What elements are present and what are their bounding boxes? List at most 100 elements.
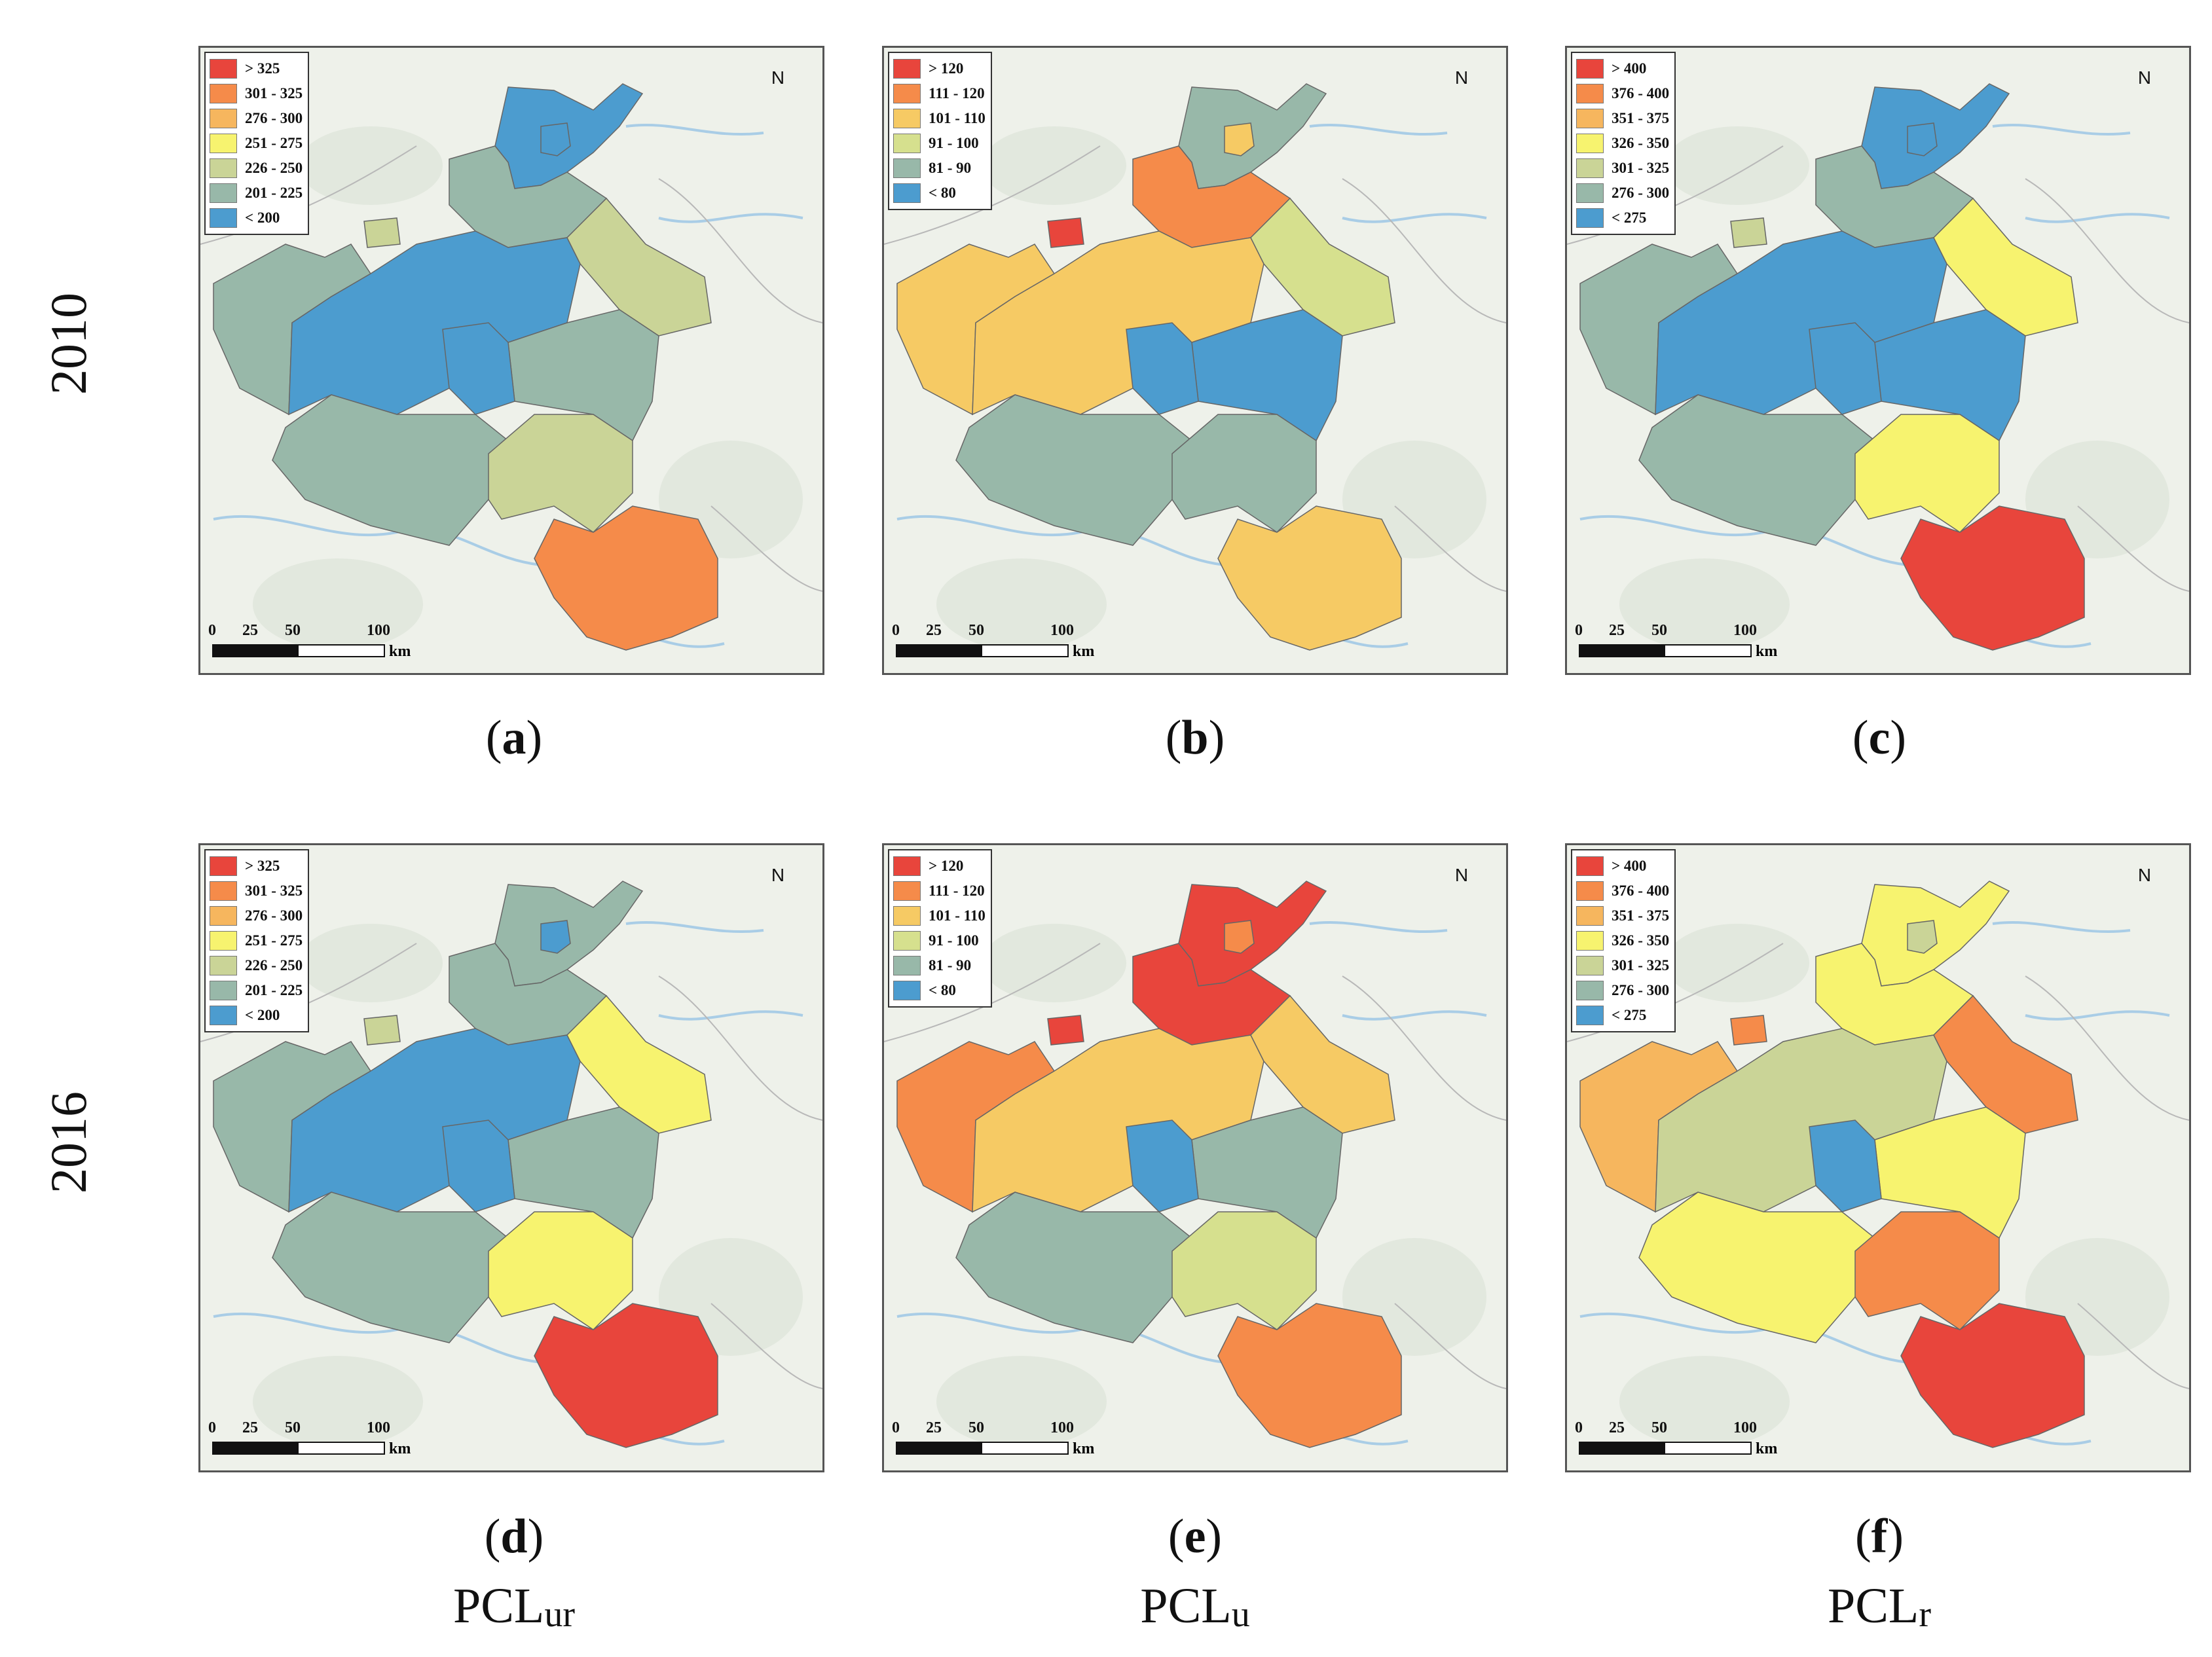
terrain-patch [253, 1356, 423, 1448]
legend-swatch [1576, 208, 1604, 228]
river [1309, 123, 1448, 136]
legend: > 120 111 - 120 101 - 110 91 - 100 81 - 90 < … [888, 52, 992, 210]
river [2025, 1010, 2170, 1021]
region-eastMid [1191, 1106, 1343, 1239]
legend-item: 251 - 275 [210, 131, 303, 156]
region-smallN [1907, 122, 1938, 156]
year-label-2016: 2016 [40, 1091, 97, 1193]
legend-label: 301 - 325 [245, 883, 303, 899]
boundary-line [2025, 178, 2189, 323]
legend-item: 376 - 400 [1576, 81, 1669, 106]
legend-swatch [893, 109, 921, 128]
legend-item: 301 - 325 [1576, 156, 1669, 181]
river [625, 123, 764, 136]
boundary-line [2025, 975, 2189, 1121]
scale-bar: 0 25 50 100 km [892, 1419, 1115, 1465]
river [1992, 920, 2131, 934]
legend-item: 301 - 325 [1576, 953, 1669, 978]
legend-item: 376 - 400 [1576, 879, 1669, 903]
region-east [1250, 994, 1395, 1134]
legend-label: > 400 [1612, 858, 1647, 874]
legend: > 120 111 - 120 101 - 110 91 - 100 81 - 90 < … [888, 849, 992, 1008]
scale-unit: km [389, 1440, 411, 1457]
legend-label: 226 - 250 [245, 957, 303, 974]
north-arrow-icon: N [2125, 865, 2164, 943]
legend-item: 226 - 250 [210, 156, 303, 181]
legend: > 325 301 - 325 276 - 300 251 - 275 226 - 25… [204, 52, 310, 235]
legend-item: 351 - 375 [1576, 903, 1669, 928]
legend-swatch [210, 956, 237, 975]
region-zhengzhou [1809, 322, 1882, 415]
legend-item: 91 - 100 [893, 928, 986, 953]
legend-swatch [1576, 134, 1604, 153]
scale-bar: 0 25 50 100 km [208, 1419, 431, 1465]
legend-item: > 120 [893, 854, 986, 879]
north-arrow-icon: N [2125, 67, 2164, 146]
legend-label: < 275 [1612, 1007, 1647, 1023]
boundary-line [658, 975, 822, 1121]
region-jiaozuo [1730, 217, 1767, 248]
legend-swatch [1576, 109, 1604, 128]
river [658, 213, 803, 223]
map-panel-d: > 325 301 - 325 276 - 300 251 - 275 226 - 25… [198, 843, 824, 1472]
region-southeast [534, 505, 718, 651]
legend-item: 301 - 325 [210, 879, 303, 903]
legend-label: 251 - 275 [245, 932, 303, 949]
scale-unit: km [1756, 643, 1778, 660]
region-jiaozuo [363, 1015, 401, 1046]
scale-tick: 100 [1050, 622, 1074, 639]
river [625, 920, 764, 934]
region-southeast [1217, 1303, 1402, 1448]
terrain-patch [1619, 558, 1790, 650]
legend-swatch [893, 84, 921, 103]
map-panel-a: > 325 301 - 325 276 - 300 251 - 275 226 - 25… [198, 46, 824, 675]
legend-item: > 325 [210, 56, 303, 81]
terrain-patch [1619, 1356, 1790, 1448]
legend-item: > 400 [1576, 56, 1669, 81]
legend-item: 91 - 100 [893, 131, 986, 156]
legend-swatch [1576, 856, 1604, 876]
scale-tick: 25 [242, 622, 258, 639]
legend-swatch [893, 59, 921, 79]
scale-unit: km [1073, 1440, 1095, 1457]
legend-swatch [1576, 881, 1604, 901]
region-smallN [540, 920, 571, 954]
scale-tick: 0 [892, 622, 900, 639]
region-east [1933, 994, 2078, 1134]
scale-tick: 25 [1609, 622, 1625, 639]
legend-item: 226 - 250 [210, 953, 303, 978]
legend-label: 101 - 110 [929, 110, 986, 126]
legend-label: 276 - 300 [1612, 982, 1670, 998]
region-zhengzhou [1809, 1120, 1882, 1212]
scale-tick: 50 [285, 1419, 301, 1436]
legend-item: 301 - 325 [210, 81, 303, 106]
boundary-line [710, 1303, 822, 1389]
legend-label: 111 - 120 [929, 883, 985, 899]
legend-swatch [893, 134, 921, 153]
north-label: N [1454, 865, 1469, 885]
terrain-patch [936, 558, 1107, 650]
scale-tick: 50 [285, 622, 301, 639]
north-label: N [771, 67, 785, 88]
terrain-patch [253, 558, 423, 650]
legend-item: 351 - 375 [1576, 106, 1669, 131]
legend-label: 301 - 325 [1612, 160, 1670, 176]
region-jiaozuo [1047, 1015, 1084, 1046]
boundary-line [2077, 1303, 2189, 1389]
region-southMid [488, 414, 633, 533]
map-panel-f: > 400 376 - 400 351 - 375 326 - 350 301 - 32… [1565, 843, 2191, 1472]
scale-tick: 0 [208, 1419, 216, 1436]
scale-bar-graphic [1579, 644, 1752, 657]
region-zhengzhou [1126, 1120, 1199, 1212]
boundary-line [884, 145, 1101, 245]
boundary-line [710, 505, 822, 592]
caption-d: (d) [484, 1510, 544, 1563]
legend-item: > 400 [1576, 854, 1669, 879]
scale-bar-graphic [896, 644, 1069, 657]
legend-swatch [1576, 931, 1604, 951]
legend-swatch [1576, 84, 1604, 103]
terrain-patch [936, 1356, 1107, 1448]
legend-swatch [210, 183, 237, 203]
choropleth-map [200, 48, 822, 673]
legend-item: 111 - 120 [893, 81, 986, 106]
